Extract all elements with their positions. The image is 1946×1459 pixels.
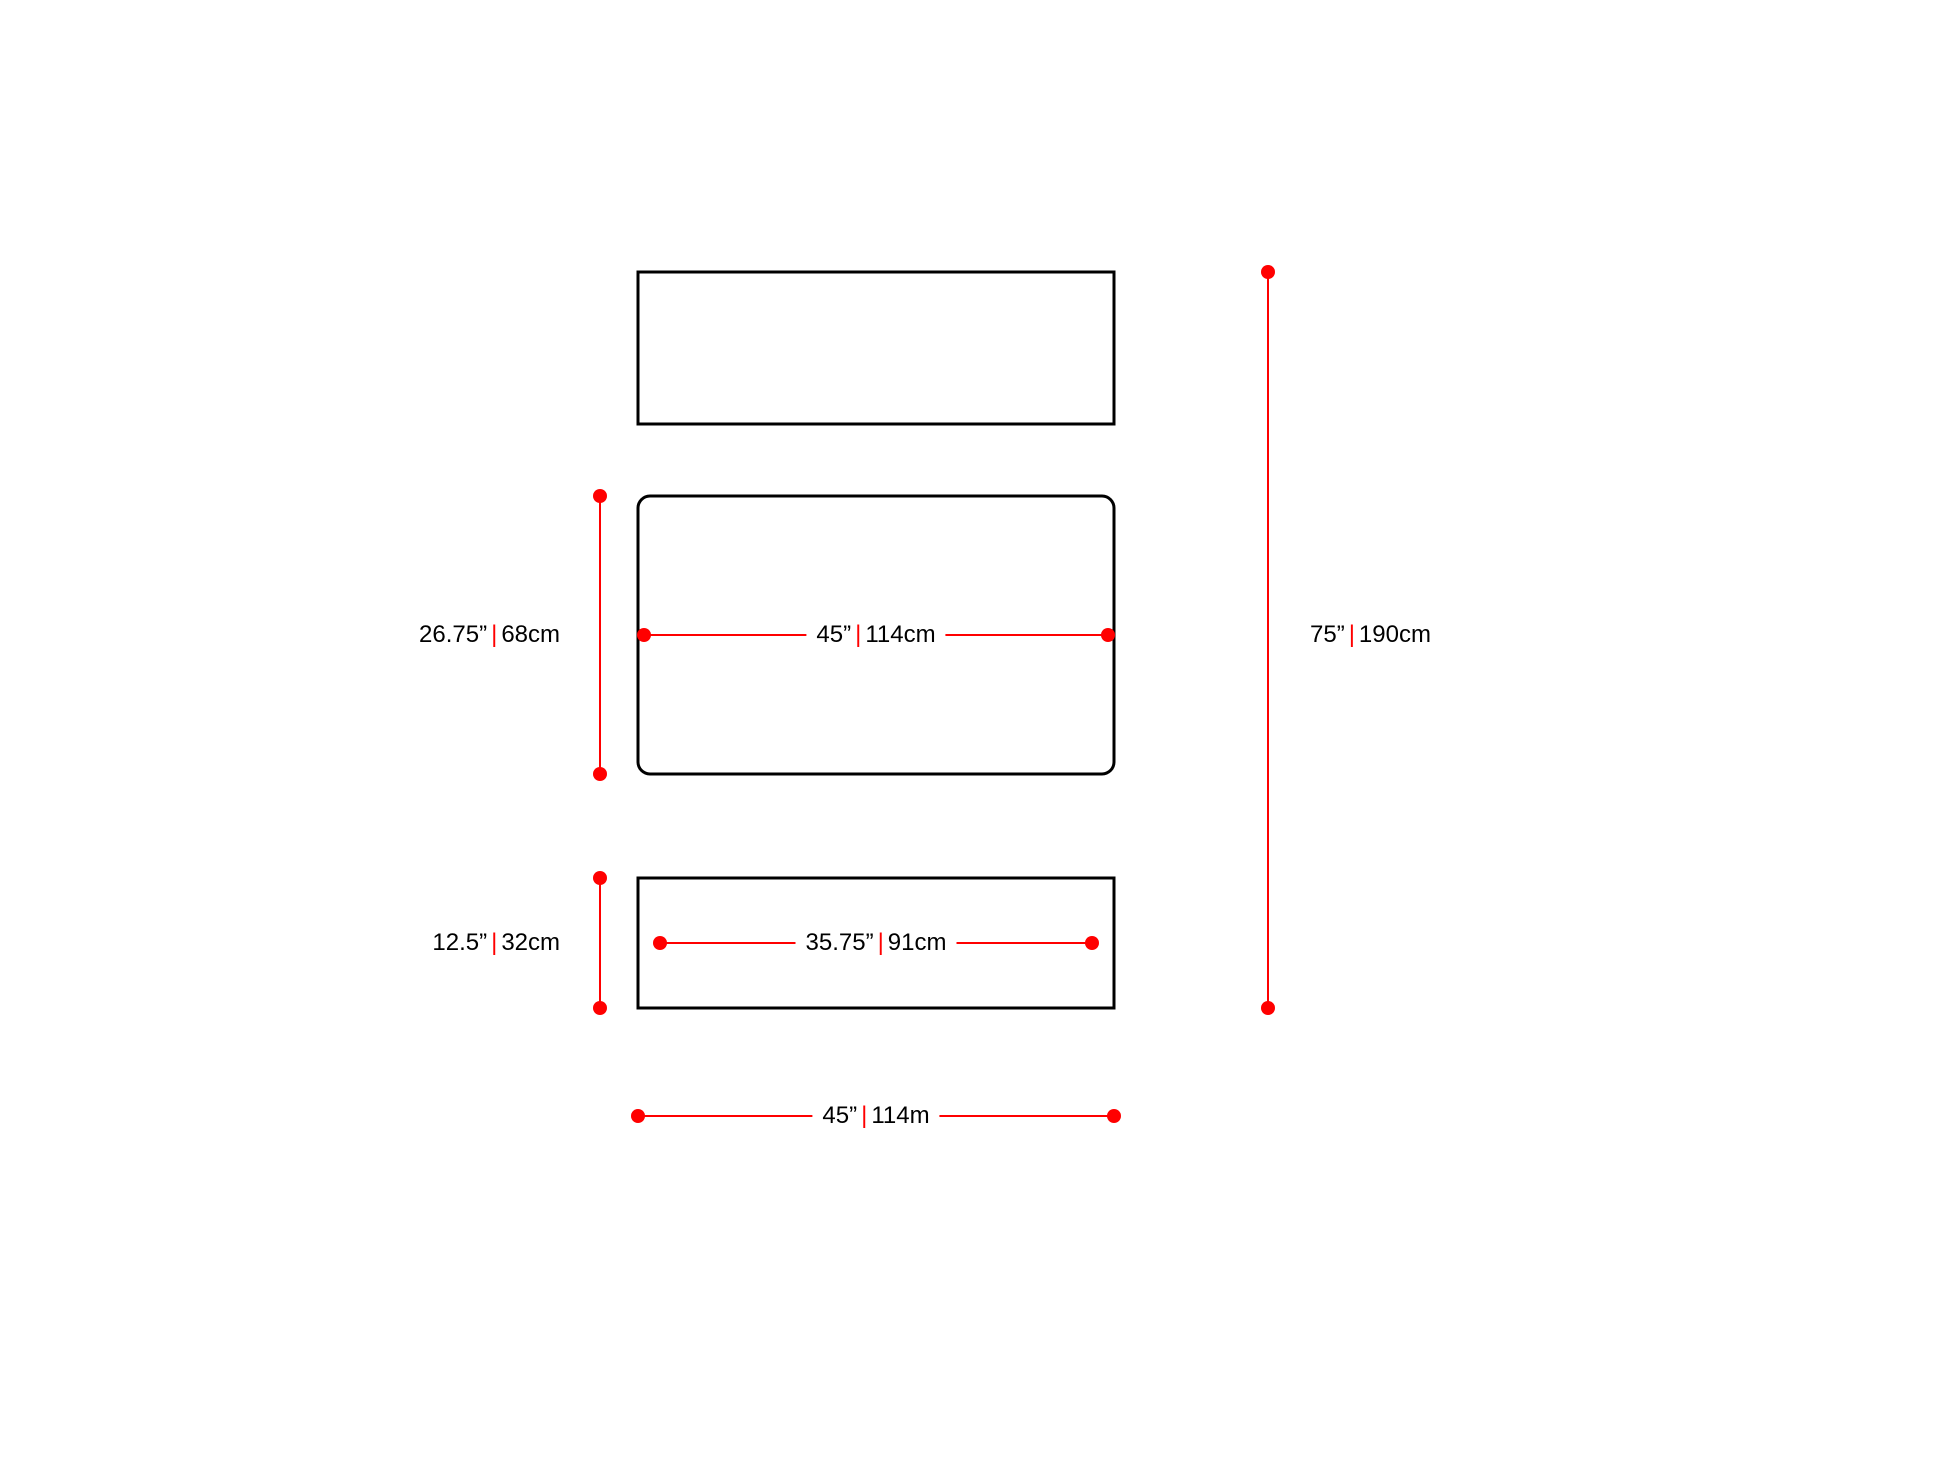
dim-metric: 68cm [501,621,560,648]
dim-separator: | [487,929,501,956]
dim-metric: 190cm [1359,621,1431,648]
dim-imperial: 26.75” [419,621,487,648]
diagram-svg [0,0,1946,1459]
dim-label-overall-height: 75”|190cm [1310,623,1431,647]
dim-label-height-bottom: 12.5”|32cm [432,931,560,955]
dim-separator: | [851,621,865,648]
dim-imperial: 35.75” [806,929,874,956]
dim-label-overall-width: 45”|114m [812,1104,939,1128]
dim-metric: 91cm [888,929,947,956]
dim-imperial: 45” [816,621,851,648]
dimension-diagram: 26.75”|68cm 45”|114cm 12.5”|32cm 35.75”|… [0,0,1946,1459]
dim-label-width-bottom: 35.75”|91cm [796,931,957,955]
dim-separator: | [1345,621,1359,648]
dim-metric: 114cm [865,621,935,648]
dim-imperial: 12.5” [432,929,487,956]
dim-label-width-middle: 45”|114cm [806,623,945,647]
dim-metric: 32cm [501,929,560,956]
dim-separator: | [857,1102,871,1129]
dim-imperial: 45” [822,1102,857,1129]
dim-imperial: 75” [1310,621,1345,648]
dim-metric: 114m [871,1102,929,1129]
dim-separator: | [874,929,888,956]
dim-label-height-middle: 26.75”|68cm [419,623,560,647]
dim-separator: | [487,621,501,648]
box-top [638,272,1114,424]
